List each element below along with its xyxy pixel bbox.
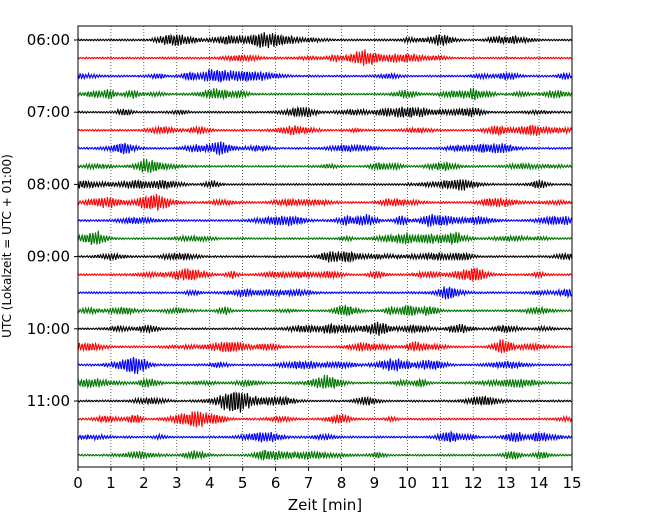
trace-line: [77, 87, 573, 101]
seismic-traces: [77, 32, 573, 462]
trace-line: [77, 179, 572, 191]
x-tick-label: 11: [431, 474, 450, 492]
x-tick-label: 1: [106, 474, 116, 492]
trace-line: [77, 32, 572, 49]
y-tick-label: 10:00: [27, 320, 70, 338]
x-tick-label: 2: [139, 474, 149, 492]
x-axis-ticks: 0 1 2 3 4 5 6 7 8 9 10 11 12 13 14 15: [73, 467, 582, 492]
trace-line: [77, 391, 572, 413]
trace-line: [77, 430, 572, 443]
trace-line: [77, 158, 572, 173]
x-tick-label: 8: [337, 474, 347, 492]
x-tick-label: 7: [304, 474, 314, 492]
trace-line: [77, 193, 573, 211]
trace-line: [77, 356, 572, 375]
trace-line: [77, 69, 573, 84]
x-tick-label: 0: [73, 474, 83, 492]
trace-line: [77, 339, 572, 354]
x-tick-label: 3: [172, 474, 182, 492]
x-tick-label: 9: [370, 474, 380, 492]
x-tick-label: 14: [530, 474, 549, 492]
y-tick-label: 06:00: [27, 31, 70, 49]
trace-line: [77, 449, 572, 462]
trace-line: [77, 105, 572, 118]
y-tick-label: 07:00: [27, 103, 70, 121]
trace-line: [77, 411, 573, 428]
trace-line: [77, 321, 572, 336]
trace-line: [77, 124, 573, 137]
trace-line: [77, 141, 572, 156]
x-tick-label: 15: [562, 474, 581, 492]
y-axis-label: UTC (Lokalzeit = UTC + 01:00): [0, 154, 14, 338]
trace-line: [77, 250, 573, 264]
x-tick-label: 5: [238, 474, 248, 492]
trace-line: [77, 374, 572, 390]
y-tick-label: 09:00: [27, 248, 70, 266]
x-tick-label: 10: [398, 474, 417, 492]
x-axis-label: Zeit [min]: [288, 496, 362, 514]
y-axis-ticks: 06:00 07:00 08:00 09:00 10:00 11:00: [27, 31, 78, 410]
trace-line: [77, 213, 573, 227]
trace-line: [77, 304, 572, 317]
y-tick-label: 08:00: [27, 175, 70, 193]
x-tick-label: 13: [497, 474, 516, 492]
x-tick-label: 12: [464, 474, 483, 492]
trace-line: [77, 267, 572, 283]
plot-frame: [77, 25, 573, 468]
x-tick-label: 6: [271, 474, 281, 492]
x-tick-label: 4: [205, 474, 215, 492]
trace-line: [77, 286, 573, 300]
trace-line: [77, 49, 572, 66]
y-tick-label: 11:00: [27, 392, 70, 410]
trace-line: [77, 230, 572, 246]
